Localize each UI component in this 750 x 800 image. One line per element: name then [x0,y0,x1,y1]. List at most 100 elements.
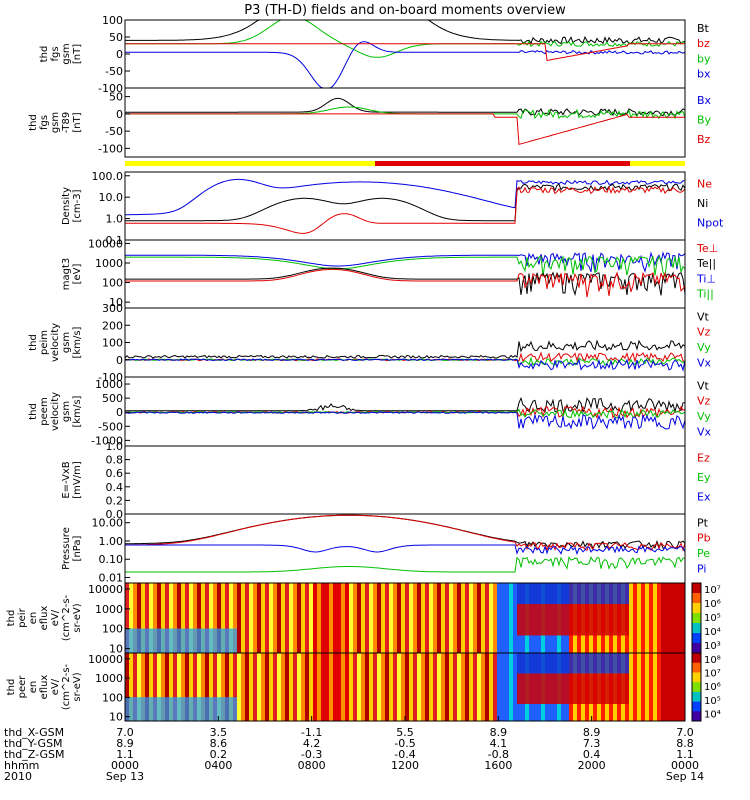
spectrogram-cell [161,653,166,721]
spectrogram-cell [173,653,178,721]
colorbar-label: 10⁵ [704,613,721,624]
y-tick-label: -100 [98,82,123,95]
spectrogram-cell [289,653,294,721]
spectrogram-cell [281,583,286,653]
y-tick-label: 100 [102,623,123,636]
x-tick-label: 0000 [111,759,139,772]
legend-entry: Ni [697,197,708,210]
spectrogram-cell [501,653,506,721]
legend-entry: Vy [697,410,711,423]
spectrogram-cell [221,583,226,653]
panel-temp-plot [125,251,685,298]
spectrogram-cell [349,653,354,721]
colorbar-cell [692,662,701,673]
spectrogram-cell [293,653,298,721]
legend-entry: by [697,52,711,65]
y-tick-label: 1.0 [106,440,124,453]
te-par-line [125,267,685,297]
spectrogram-cell [209,583,214,653]
spectrogram-cell [421,583,426,653]
colorbar-label: 10⁵ [704,696,721,707]
x-tick-label: 1600 [484,759,512,772]
y-tick-label: 1000 [95,378,123,391]
spectrogram-cell [205,583,210,653]
spectrogram-cell [369,653,374,721]
spectrogram-cell [137,583,142,653]
panel-espec-plot [125,653,685,721]
spectrogram-cell [389,653,394,721]
colorbar-cell [692,603,701,614]
y-tick-label: 0.1 [106,234,124,247]
y-axis-label: en [28,612,39,625]
y-tick-label: 10000 [88,653,123,666]
y-tick-label: -1000 [91,434,123,447]
y-axis-label: thd [28,114,39,131]
spectrogram-cell [329,583,334,653]
spectrogram-cell [649,583,654,653]
spectrogram-cell [677,653,682,721]
spectrogram-cell [353,583,358,653]
spectrogram-cell [269,583,274,653]
spectrogram-cell [365,653,370,721]
y-tick-label: 10 [109,643,123,656]
spectrogram-cell [265,583,270,653]
spectrogram-cell [157,583,162,653]
panel-bgsm: 100 50 0 -50 -100 thd fgs gsm [nT] Bt bz by bx [39,14,711,95]
x-tick-label: 5.5 [396,726,414,739]
legend-entry: Vz [697,395,711,408]
spectrogram-cell [473,653,478,721]
mode-bar-fast [375,161,630,166]
spectrogram-cell [377,653,382,721]
spectrogram-cell [661,583,666,653]
spectrogram-cell [469,653,474,721]
y-tick-label: 1.00 [99,535,124,548]
y-axis-label: peer [17,675,28,699]
spectrogram-cell [645,583,650,653]
spectrogram-cell [177,653,182,721]
y-tick-label: 10000 [88,237,123,250]
spectrogram-cell [321,583,326,653]
spectrogram-cell [341,583,346,653]
spectrogram-cell [313,653,318,721]
pt-line [125,514,685,550]
legend-entry: Ex [697,490,711,503]
y-tick-label: 10 [109,711,123,724]
panel-frame [124,87,686,158]
x-tick-label: 2000 [578,759,606,772]
spectrogram-cell [249,583,254,653]
spectrogram-cell [153,583,158,653]
y-axis-label: [km/s] [72,326,83,358]
spectrogram-cell [365,583,370,653]
spectrogram-cell [497,583,502,653]
spectrogram-cell [421,653,426,721]
spectrogram-cell [433,583,438,653]
colorbar-label: 10⁴ [704,709,721,720]
legend-entry: Vx [697,425,712,438]
y-tick-label: 0 [116,406,123,419]
spectrogram-cell [681,653,685,721]
spectrogram-cell [657,653,662,721]
y-axis-label: [nT] [72,112,83,132]
y-axis-label: gsm [61,332,72,353]
pb-line [125,514,685,552]
colorbar-label: 10³ [704,641,721,652]
spectrogram-cell [629,653,634,721]
spectrogram-cell [449,583,454,653]
x-tick-label: Sep 14 [666,770,704,783]
y-tick-label: 0.4 [106,481,124,494]
x-tick-label: 4.2 [303,737,321,750]
spectrogram-cell [309,583,314,653]
spectrogram-cell [481,653,486,721]
spectrogram-cell [513,583,518,653]
colorbar-cell [692,643,701,654]
spectrogram-cell [505,583,510,653]
spectrogram-cell [133,583,138,653]
x-row-label: thd_X-GSM [4,726,64,739]
spectrogram-cell [253,653,258,721]
spectrogram-cell [321,653,326,721]
spectrogram-cell [397,583,402,653]
y-axis-label: eflux [39,675,50,700]
x-tick-label: -0.5 [394,737,415,750]
spectrogram-cell [237,653,242,721]
spectrogram-cell [233,583,238,653]
